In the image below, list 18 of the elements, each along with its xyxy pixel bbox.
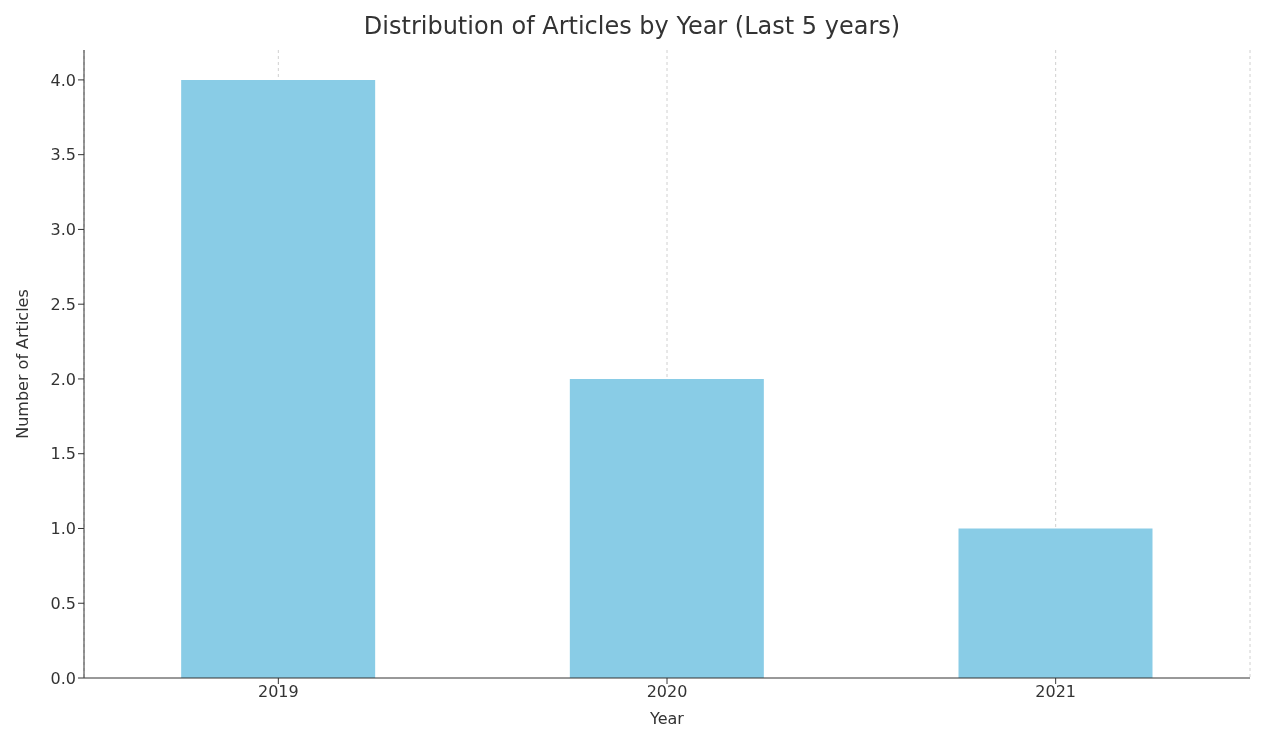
y-tick-label: 3.0 (50, 220, 76, 240)
bar (569, 378, 764, 678)
y-axis-title: Number of Articles (12, 289, 32, 439)
x-tick-label: 2019 (257, 682, 299, 702)
chart-title: Distribution of Articles by Year (Last 5 years) (362, 11, 902, 42)
bar (181, 79, 376, 678)
y-tick-label: 1.0 (50, 519, 76, 539)
y-tick-label: 0.5 (50, 593, 76, 613)
y-tick-label: 0.0 (50, 668, 76, 688)
bar (958, 528, 1153, 678)
y-tick-label: 4.0 (50, 70, 76, 90)
y-tick-label: 2.0 (50, 369, 76, 389)
x-tick-label: 2020 (646, 682, 688, 702)
x-axis-title: Year (649, 709, 685, 728)
y-tick-label: 2.5 (50, 294, 76, 314)
x-tick-label: 2021 (1035, 682, 1077, 702)
y-tick-label: 1.5 (50, 444, 76, 464)
y-tick-label: 3.5 (50, 145, 76, 165)
